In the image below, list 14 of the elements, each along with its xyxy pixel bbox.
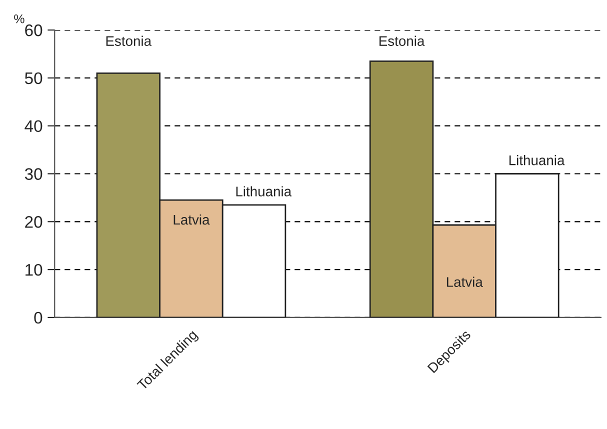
series-label: Lithuania [236, 186, 292, 196]
y-tick-label: 10 [26, 264, 42, 276]
text: Estonia [106, 36, 152, 46]
y-tick-label: 50 [24, 72, 42, 84]
text: Latvia [446, 276, 483, 287]
y-tick-label: 40 [24, 120, 42, 132]
y-tick-label: 0 [34, 312, 42, 324]
text: Lithuania [509, 155, 565, 166]
y-axis-title: % [14, 14, 24, 24]
y-tick-label: 30 [24, 168, 42, 180]
series-label: Latvia [174, 214, 210, 225]
series-label: Estonia [380, 36, 425, 46]
y-tick-label: 20 [25, 216, 42, 228]
y-tick-label: 60 [25, 24, 42, 36]
